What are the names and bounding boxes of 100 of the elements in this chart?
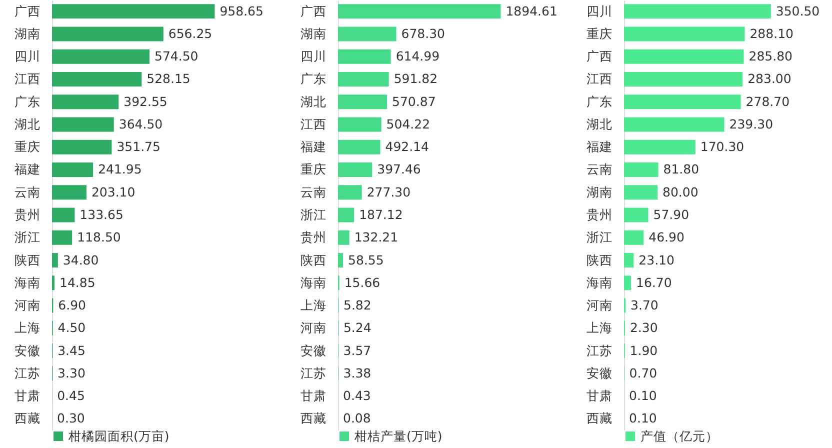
data-label: 23.10 [638,252,675,268]
data-label: 364.50 [118,116,163,132]
data-label: 1.90 [630,342,658,358]
data-label: 118.50 [77,230,121,245]
data-label: 3.30 [58,365,86,380]
y-tick-label: 安徽 [14,342,40,358]
bar [624,253,634,268]
bar [52,162,94,177]
y-tick-label: 浙江 [300,207,326,222]
bar [52,4,215,19]
y-tick-label: 海南 [586,274,612,290]
data-label: 574.50 [154,48,198,64]
data-label: 203.10 [91,184,136,200]
y-tick-label: 河南 [300,320,326,336]
y-tick-label: 浙江 [586,230,612,245]
bar [52,140,112,154]
data-label: 2.30 [630,320,658,336]
y-tick-label: 上海 [586,320,612,336]
data-label: 34.80 [62,252,99,268]
y-tick-label: 湖南 [14,26,40,41]
data-label: 278.70 [746,94,790,109]
y-tick-label: 西藏 [14,410,40,426]
data-label: 81.80 [663,162,700,177]
bar [338,72,389,86]
y-tick-label: 湖北 [300,94,326,109]
bar [52,276,55,290]
data-label: 1894.61 [506,3,558,18]
y-tick-label: 甘肃 [14,388,40,404]
y-tick-label: 西藏 [300,410,326,426]
bar [338,94,388,110]
y-tick-label: 江苏 [14,365,40,380]
data-label: 350.50 [776,3,820,18]
data-label: 528.15 [146,71,190,86]
data-label: 678.30 [401,26,446,41]
data-label: 57.90 [653,207,690,222]
y-tick-label: 陕西 [300,252,326,268]
bar [52,117,114,132]
bar [624,162,658,177]
data-label: 46.90 [648,230,684,245]
data-label: 492.14 [385,139,430,154]
data-label: 958.65 [220,3,264,18]
bar [52,72,142,86]
y-tick-label: 福建 [586,139,612,154]
data-label: 58.55 [348,252,384,268]
y-tick-label: 河南 [586,298,612,313]
y-tick-label: 西藏 [586,410,612,426]
y-tick-label: 广东 [586,94,612,109]
bar [338,162,372,177]
y-tick-label: 福建 [14,162,40,177]
data-label: 288.10 [750,26,794,41]
y-tick-label: 广西 [586,48,612,64]
bar [624,185,658,200]
data-label: 16.70 [636,274,672,290]
data-label: 0.45 [57,388,85,404]
data-label: 0.30 [57,410,85,426]
y-tick-label: 甘肃 [300,388,326,404]
y-tick-label: 上海 [14,320,40,336]
bar [624,230,644,245]
data-label: 4.50 [58,320,86,336]
data-label: 15.66 [344,274,380,290]
data-label: 80.00 [662,184,698,200]
bar [338,140,380,154]
data-label: 0.10 [629,388,657,404]
y-tick-label: 江西 [14,71,40,86]
data-label: 132.21 [354,230,398,245]
y-tick-label: 安徽 [300,342,326,358]
data-label: 133.65 [80,207,124,222]
y-tick-label: 广东 [14,94,40,109]
bar [52,185,86,200]
y-tick-label: 云南 [586,162,612,177]
y-tick-label: 福建 [300,139,326,154]
bar [624,94,741,110]
bar [52,230,72,245]
data-label: 187.12 [359,207,403,222]
bar [624,117,724,132]
bar [624,72,743,86]
y-tick-label: 四川 [586,3,612,18]
y-tick-label: 江苏 [586,342,612,358]
legend-label: 柑桔产量(万吨) [354,428,442,444]
bar [52,208,75,222]
y-tick-label: 重庆 [300,162,326,177]
y-tick-label: 广东 [300,71,326,86]
bar [338,26,396,42]
data-label: 3.70 [630,298,658,313]
legend-label: 产值（亿元） [640,428,718,444]
y-tick-label: 江苏 [300,365,326,380]
y-tick-label: 浙江 [14,230,40,245]
data-label: 0.70 [629,365,658,380]
data-label: 241.95 [98,162,142,177]
y-tick-label: 四川 [14,48,40,64]
data-label: 570.87 [392,94,436,109]
data-label: 504.22 [386,116,430,132]
bar [338,4,501,19]
y-tick-label: 四川 [300,48,326,64]
y-tick-label: 广西 [14,3,40,18]
y-tick-label: 贵州 [300,230,326,245]
data-label: 0.43 [343,388,371,404]
y-tick-label: 贵州 [586,207,612,222]
data-label: 5.24 [343,320,372,336]
bar [624,26,745,42]
